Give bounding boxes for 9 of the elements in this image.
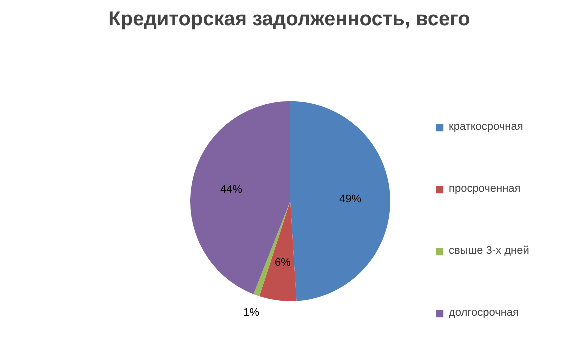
chart-title: Кредиторская задолженность, всего [108,8,470,30]
data-label: 6% [275,256,292,269]
data-label: 1% [244,306,260,319]
legend-label: просроченная [449,183,521,195]
legend-label: долгосрочная [449,307,519,319]
legend-label: свыше 3-х дней [449,245,530,257]
legend-label: краткосрочная [449,121,524,133]
data-label: 44% [220,184,243,196]
data-label: 49% [339,193,362,206]
